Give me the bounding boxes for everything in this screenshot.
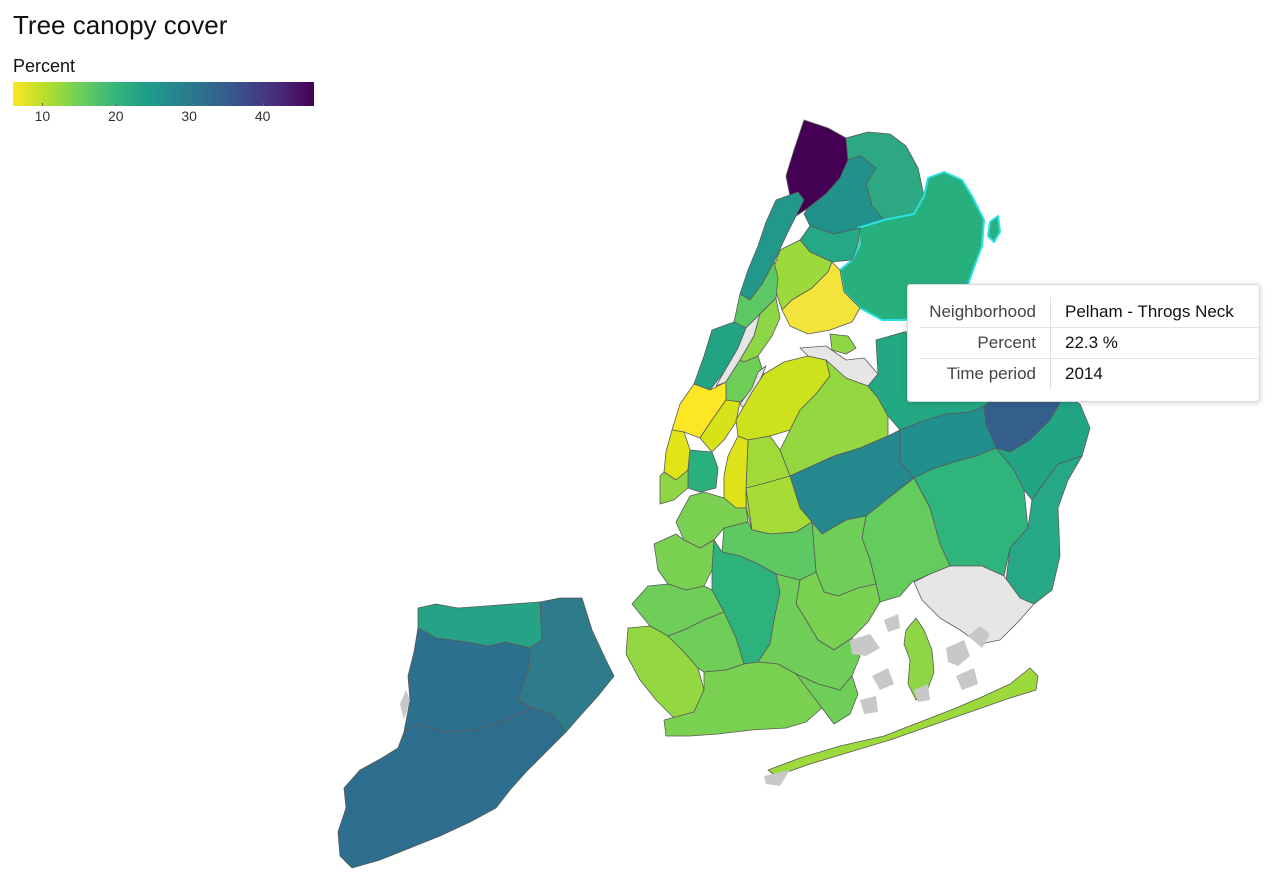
tooltip-key: Percent: [920, 327, 1051, 359]
region-tooltip: Neighborhood Pelham - Throgs Neck Percent 2…: [907, 284, 1260, 402]
tooltip-row: Neighborhood Pelham - Throgs Neck: [920, 297, 1259, 328]
region-hunts-point-mott-haven[interactable]: [781, 261, 861, 335]
tooltip-key: Time period: [920, 358, 1051, 389]
region-lower-manhattan[interactable]: [659, 469, 689, 505]
region-city-island[interactable]: [987, 215, 1001, 243]
legend-tick-label: 30: [181, 108, 197, 124]
tooltip-value: Pelham - Throgs Neck: [1065, 302, 1234, 321]
region-gramercy-murray-hill[interactable]: [699, 399, 741, 453]
region-broad-channel[interactable]: [903, 617, 935, 701]
region-staten-island-mid[interactable]: [403, 627, 533, 733]
map-regions: [337, 119, 1091, 869]
legend-tick-mark: [42, 103, 44, 106]
region-southeast-queens[interactable]: [1005, 455, 1083, 605]
staten-island-fresh-kills: [400, 690, 410, 720]
legend-title: Percent: [13, 56, 76, 76]
tooltip-value: 2014: [1050, 358, 1259, 389]
region-jfk-airport: [913, 565, 1035, 645]
region-rockaways[interactable]: [767, 667, 1039, 777]
region-sheepshead-bay[interactable]: [795, 673, 859, 725]
region-staten-island-south[interactable]: [337, 707, 567, 869]
tooltip-value: 22.3 %: [1050, 327, 1259, 359]
region-queens-village[interactable]: [995, 395, 1091, 501]
legend-tick-label: 10: [34, 108, 51, 124]
legend-tick-label: 40: [254, 108, 271, 124]
jamaica-bay-islands: [764, 614, 990, 786]
legend-color-bar: [13, 82, 314, 106]
legend-tick-mark: [262, 103, 264, 106]
tooltip-key: Neighborhood: [920, 297, 1051, 328]
region-lower-east-side[interactable]: [687, 449, 719, 493]
region-rikers-island[interactable]: [829, 333, 857, 355]
tooltip-row: Time period 2014: [920, 358, 1259, 389]
legend-tick-label: 20: [107, 108, 124, 124]
legend-tick-mark: [189, 103, 191, 106]
region-greenpoint-williamsburg[interactable]: [723, 435, 749, 509]
legend-tick-mark: [115, 103, 117, 106]
map-title: Tree canopy cover: [13, 10, 228, 40]
tooltip-row: Percent 22.3 %: [920, 327, 1259, 359]
tooltip-table: Neighborhood Pelham - Throgs Neck Percent 2…: [920, 297, 1259, 389]
legend-ticks: 10 20 30 40: [13, 103, 314, 126]
